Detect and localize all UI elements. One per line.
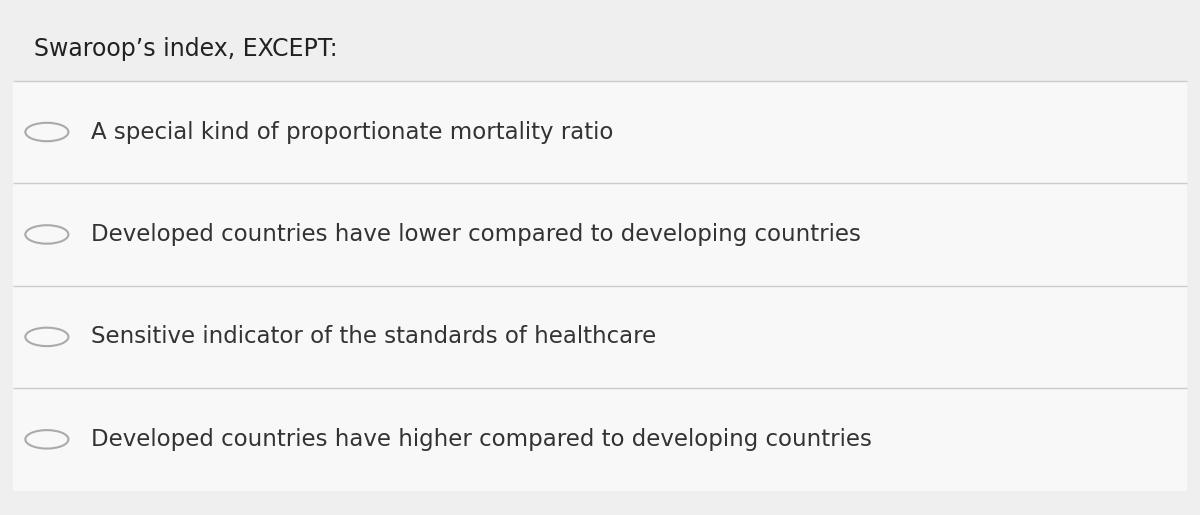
FancyBboxPatch shape	[13, 183, 1187, 286]
FancyBboxPatch shape	[13, 388, 1187, 491]
Text: Swaroop’s index, EXCEPT:: Swaroop’s index, EXCEPT:	[34, 37, 337, 61]
Text: Developed countries have higher compared to developing countries: Developed countries have higher compared…	[91, 428, 872, 451]
FancyBboxPatch shape	[13, 286, 1187, 388]
FancyBboxPatch shape	[13, 81, 1187, 183]
Text: Developed countries have lower compared to developing countries: Developed countries have lower compared …	[91, 223, 862, 246]
Text: A special kind of proportionate mortality ratio: A special kind of proportionate mortalit…	[91, 121, 613, 144]
Text: Sensitive indicator of the standards of healthcare: Sensitive indicator of the standards of …	[91, 325, 656, 348]
